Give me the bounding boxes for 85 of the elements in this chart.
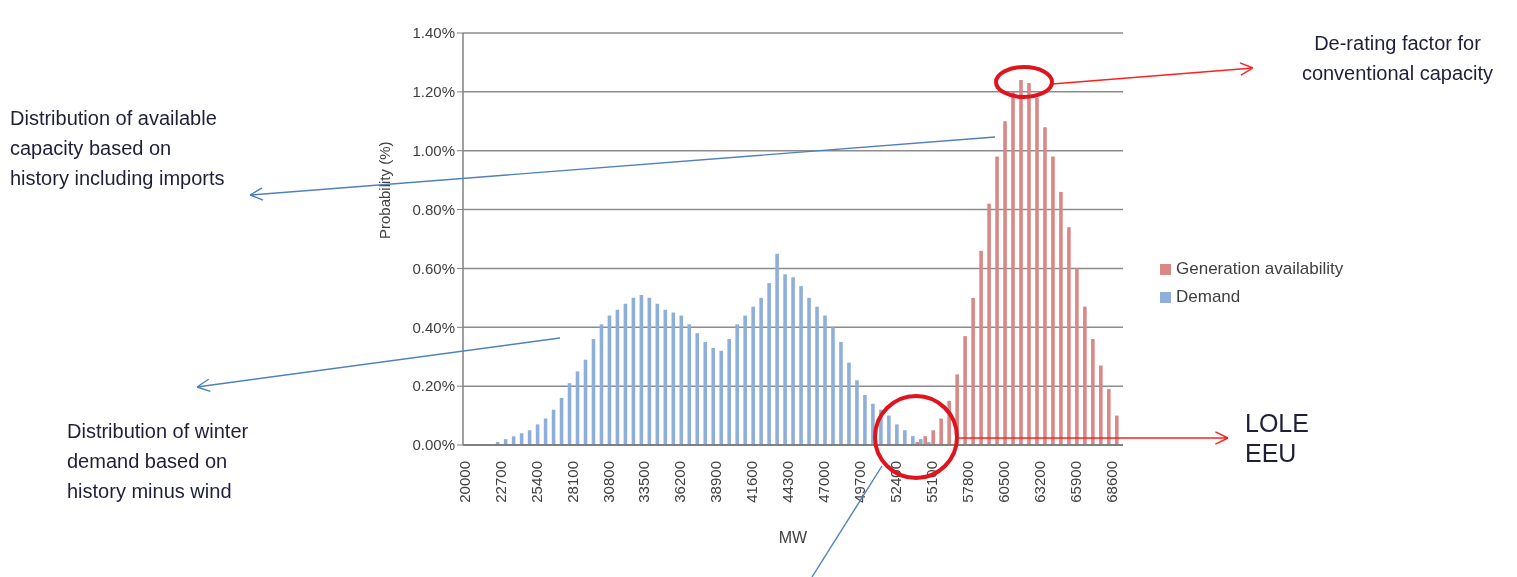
bar (1115, 415, 1119, 445)
bar (1027, 83, 1031, 445)
bar (807, 297, 811, 445)
bar (759, 297, 763, 445)
x-tick-label: 49700 (851, 461, 869, 503)
bar (1011, 91, 1015, 445)
bar (855, 380, 859, 445)
bar (1083, 306, 1087, 445)
x-tick-label: 57800 (958, 461, 976, 503)
bar (1099, 365, 1103, 445)
bar (987, 203, 991, 445)
bar (815, 306, 819, 445)
x-axis-title: MW (778, 529, 809, 546)
bar (963, 336, 967, 445)
bar (1019, 80, 1023, 445)
bar (839, 342, 843, 445)
legend-label: Generation availability (1176, 258, 1344, 280)
bar (1059, 191, 1063, 445)
bar (911, 436, 915, 445)
bar (831, 327, 835, 445)
text: LOLE EEU (1245, 408, 1310, 468)
bar (971, 297, 975, 445)
x-tick-label: 38900 (707, 461, 725, 503)
x-tick-label: 41600 (743, 461, 761, 503)
x-tick-label: 28100 (563, 461, 581, 503)
x-tick-label: 60500 (994, 461, 1012, 503)
x-tick-label: 68600 (1102, 461, 1120, 503)
text: De-rating factor for conventional capacity (1300, 31, 1495, 86)
bar (939, 418, 943, 445)
bar (1035, 97, 1039, 445)
bar (767, 283, 771, 445)
x-tick-label: 44300 (779, 461, 797, 503)
bar (687, 324, 692, 445)
bar (775, 253, 779, 445)
bar (703, 342, 708, 445)
y-tick-label: 0.40% (412, 318, 455, 336)
x-tick-label: 20000 (455, 461, 473, 503)
bar (679, 315, 684, 445)
bar (1107, 389, 1111, 445)
bar (743, 315, 747, 445)
y-tick-label: 0.80% (412, 200, 455, 218)
x-tick-label: 65900 (1066, 461, 1084, 503)
x-tick-label: 25400 (527, 461, 545, 503)
y-tick-label: 1.40% (412, 24, 455, 42)
text: Distribution of winter demand based on history minus wind (67, 419, 250, 504)
x-tick-label: 36200 (671, 461, 689, 503)
bar (847, 362, 851, 445)
bar (863, 394, 867, 445)
bar (823, 315, 827, 445)
bar (923, 436, 927, 445)
bar (1075, 268, 1079, 445)
text: Distribution of available capacity based on history including imports (10, 106, 225, 191)
bar (791, 277, 795, 445)
y-tick-label: 0.60% (412, 259, 455, 277)
bar (695, 333, 700, 445)
x-tick-label: 63200 (1030, 461, 1048, 503)
bar (1067, 227, 1071, 445)
y-tick-label: 1.00% (412, 142, 455, 160)
bar (887, 415, 891, 445)
y-axis-title: Probability (%) (376, 141, 394, 239)
bar (995, 156, 999, 445)
bar (711, 347, 716, 445)
y-tick-label: 0.00% (412, 436, 455, 454)
bar (895, 424, 899, 445)
legend-label: Demand (1176, 286, 1241, 308)
bar (931, 430, 935, 445)
bar (1051, 156, 1055, 445)
bar (727, 339, 731, 445)
x-tick-label: 22700 (491, 461, 509, 503)
x-tick-label: 33500 (635, 461, 653, 503)
bar (735, 324, 739, 445)
x-tick-label: 30800 (599, 461, 617, 503)
y-tick-label: 0.20% (412, 377, 455, 395)
bar (1091, 339, 1095, 445)
bar (719, 350, 724, 445)
bar (919, 439, 923, 445)
bar (751, 306, 755, 445)
bar (783, 274, 787, 445)
x-tick-label: 47000 (815, 461, 833, 503)
bar (903, 430, 907, 445)
bar (1003, 121, 1007, 445)
y-tick-label: 1.20% (412, 83, 455, 101)
bar (979, 250, 983, 445)
bar (799, 286, 803, 445)
bar (1043, 127, 1047, 445)
